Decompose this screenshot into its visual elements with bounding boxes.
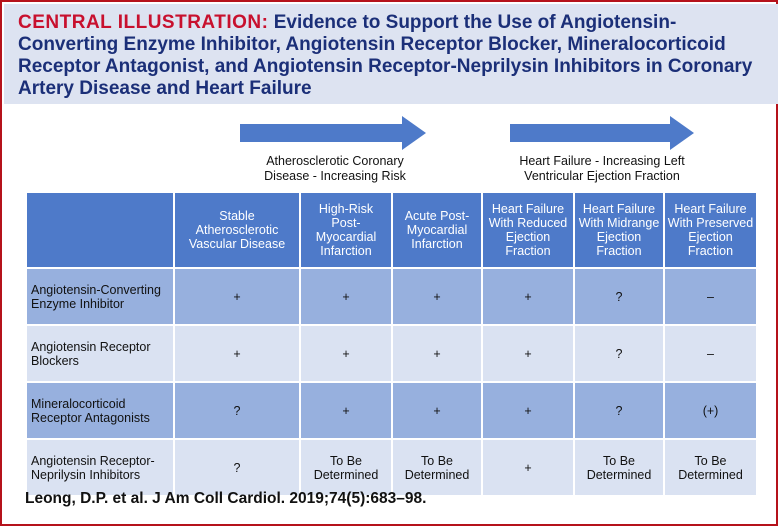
row-header: Angiotensin-Converting Enzyme Inhibitor <box>27 269 173 324</box>
arrow-label-coronary-line2: Disease - Increasing Risk <box>264 169 406 183</box>
table-cell: ? <box>575 326 663 381</box>
table-cell: To Be Determined <box>301 440 391 495</box>
column-header: High-Risk Post-Myocardial Infarction <box>301 193 391 267</box>
table-cell: + <box>393 383 481 438</box>
row-header: Angiotensin Receptor-Neprilysin Inhibito… <box>27 440 173 495</box>
arrow-label-heart-failure: Heart Failure - Increasing Left Ventricu… <box>497 154 707 184</box>
table-row: Mineralocorticoid Receptor Antagonists ?… <box>27 383 756 438</box>
table-cell: + <box>483 383 573 438</box>
figure-title: Evidence to Support the Use of Angiotens… <box>18 12 753 99</box>
table-cell: + <box>175 326 299 381</box>
table-cell: To Be Determined <box>575 440 663 495</box>
table-cell: – <box>665 326 756 381</box>
table-cell: + <box>483 440 573 495</box>
table-cell: ? <box>575 383 663 438</box>
arrow-label-coronary: Atherosclerotic Coronary Disease - Incre… <box>240 154 430 184</box>
row-header: Mineralocorticoid Receptor Antagonists <box>27 383 173 438</box>
table-corner-cell <box>27 193 173 267</box>
right-arrow-icon <box>240 116 426 150</box>
table-cell: + <box>483 269 573 324</box>
evidence-table: Stable Atherosclerotic Vascular Disease … <box>25 191 758 497</box>
column-header: Heart Failure With Reduced Ejection Frac… <box>483 193 573 267</box>
table-cell: To Be Determined <box>393 440 481 495</box>
table-cell: + <box>393 326 481 381</box>
arrow-coronary-disease <box>240 116 426 150</box>
table-header-row: Stable Atherosclerotic Vascular Disease … <box>27 193 756 267</box>
arrow-heart-failure <box>510 116 694 150</box>
table-cell: + <box>301 326 391 381</box>
arrow-label-hf-line2: Ventricular Ejection Fraction <box>524 169 680 183</box>
column-header: Stable Atherosclerotic Vascular Disease <box>175 193 299 267</box>
table-row: Angiotensin Receptor Blockers + + + + ? … <box>27 326 756 381</box>
table-cell: + <box>175 269 299 324</box>
table-cell: + <box>301 383 391 438</box>
arrow-label-coronary-line1: Atherosclerotic Coronary <box>266 154 404 168</box>
table-cell: ? <box>175 383 299 438</box>
row-header: Angiotensin Receptor Blockers <box>27 326 173 381</box>
column-header: Heart Failure With Midrange Ejection Fra… <box>575 193 663 267</box>
table-cell: ? <box>575 269 663 324</box>
table-cell: + <box>483 326 573 381</box>
table-row: Angiotensin Receptor-Neprilysin Inhibito… <box>27 440 756 495</box>
figure-header: CENTRAL ILLUSTRATION: Evidence to Suppor… <box>4 4 778 104</box>
table-cell: (+) <box>665 383 756 438</box>
table-cell: To Be Determined <box>665 440 756 495</box>
table-row: Angiotensin-Converting Enzyme Inhibitor … <box>27 269 756 324</box>
table-cell: + <box>301 269 391 324</box>
citation: Leong, D.P. et al. J Am Coll Cardiol. 20… <box>25 490 427 507</box>
central-illustration-label: CENTRAL ILLUSTRATION: <box>18 12 269 33</box>
column-header: Heart Failure With Preserved Ejection Fr… <box>665 193 756 267</box>
column-header: Acute Post-Myocardial Infarction <box>393 193 481 267</box>
arrow-label-hf-line1: Heart Failure - Increasing Left <box>519 154 685 168</box>
table-cell: – <box>665 269 756 324</box>
table-cell: ? <box>175 440 299 495</box>
right-arrow-icon <box>510 116 694 150</box>
table-cell: + <box>393 269 481 324</box>
